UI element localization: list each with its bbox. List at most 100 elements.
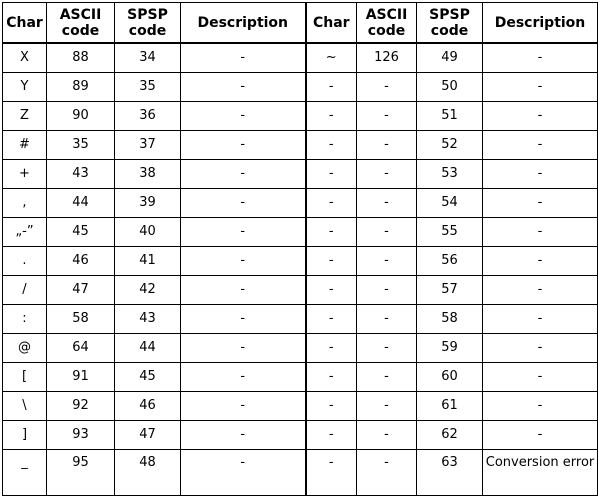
- cell-char: .: [2, 246, 47, 276]
- cell-description-2: -: [482, 362, 598, 392]
- cell-spsp-code-2: 54: [416, 188, 483, 218]
- cell-char-2: -: [305, 391, 357, 421]
- header-description-2: Description: [482, 2, 598, 44]
- cell-description-2: -: [482, 101, 598, 131]
- cell-char: „-”: [2, 217, 47, 247]
- cell-char: Z: [2, 101, 47, 131]
- table-row: [91 45- - -60-: [2, 362, 598, 392]
- cell-description-2: Conversion error: [482, 449, 598, 496]
- cell-description: -: [180, 449, 307, 496]
- cell-description: -: [180, 217, 307, 247]
- cell-spsp-code-2: 55: [416, 217, 483, 247]
- cell-description: -: [180, 246, 307, 276]
- cell-spsp-code: 47: [114, 420, 181, 450]
- table-row: Z 90 36- - -51-: [2, 101, 598, 131]
- cell-description-2: -: [482, 72, 598, 102]
- table-row: +43 38- - -53-: [2, 159, 598, 189]
- header-ascii-code: ASCII code: [46, 2, 115, 44]
- cell-char: +: [2, 159, 47, 189]
- cell-ascii-code: 45: [46, 217, 115, 247]
- table-row: _ 95 48- - -63 Conversion error: [2, 449, 598, 496]
- cell-char: :: [2, 304, 47, 334]
- cell-description-2: -: [482, 42, 598, 73]
- cell-ascii-code: 44: [46, 188, 115, 218]
- cell-description: -: [180, 159, 307, 189]
- cell-spsp-code-2: 53: [416, 159, 483, 189]
- cell-char: ,: [2, 188, 47, 218]
- cell-description-2: -: [482, 130, 598, 160]
- cell-spsp-code-2: 49: [416, 42, 483, 73]
- cell-spsp-code: 35: [114, 72, 181, 102]
- header-ascii-code-2: ASCII code: [356, 2, 417, 44]
- cell-char-2: -: [305, 362, 357, 392]
- cell-char: _: [2, 449, 47, 496]
- cell-char: Y: [2, 72, 47, 102]
- cell-spsp-code: 45: [114, 362, 181, 392]
- cell-ascii-code-2: -: [356, 101, 417, 131]
- cell-char: ]: [2, 420, 47, 450]
- cell-description-2: -: [482, 275, 598, 305]
- cell-ascii-code: 93: [46, 420, 115, 450]
- cell-ascii-code-2: -: [356, 449, 417, 496]
- cell-ascii-code: 89: [46, 72, 115, 102]
- table-row: ] 93 47- - -62-: [2, 420, 598, 450]
- cell-char-2: -: [305, 159, 357, 189]
- cell-spsp-code: 44: [114, 333, 181, 363]
- cell-ascii-code: 92: [46, 391, 115, 421]
- cell-char-2: -: [305, 449, 357, 496]
- table-row: , 44 39- - -54-: [2, 188, 598, 218]
- cell-description: -: [180, 362, 307, 392]
- cell-ascii-code: 46: [46, 246, 115, 276]
- cell-spsp-code: 41: [114, 246, 181, 276]
- header-spsp-code: SPSP code: [114, 2, 181, 44]
- cell-ascii-code-2: -: [356, 420, 417, 450]
- cell-ascii-code-2: -: [356, 72, 417, 102]
- cell-ascii-code-2: -: [356, 246, 417, 276]
- table-row: /47 42- - -57-: [2, 275, 598, 305]
- cell-ascii-code-2: -: [356, 130, 417, 160]
- header-char: Char: [2, 2, 47, 44]
- header-spsp-code-2: SPSP code: [416, 2, 483, 44]
- cell-spsp-code: 36: [114, 101, 181, 131]
- cell-ascii-code: 43: [46, 159, 115, 189]
- cell-spsp-code-2: 51: [416, 101, 483, 131]
- table-row: „-” 45 40- - -55-: [2, 217, 598, 247]
- cell-ascii-code-2: -: [356, 217, 417, 247]
- cell-spsp-code-2: 62: [416, 420, 483, 450]
- cell-char-2: -: [305, 420, 357, 450]
- cell-char: X: [2, 42, 47, 73]
- cell-description: -: [180, 391, 307, 421]
- cell-description-2: -: [482, 333, 598, 363]
- cell-char-2: ~: [305, 42, 357, 73]
- table-row: . 46 41- - -56-: [2, 246, 598, 276]
- cell-spsp-code-2: 59: [416, 333, 483, 363]
- cell-char-2: -: [305, 72, 357, 102]
- cell-ascii-code-2: -: [356, 159, 417, 189]
- cell-char-2: -: [305, 275, 357, 305]
- header-row: Char ASCII code SPSP code Description Ch…: [2, 2, 598, 44]
- cell-char-2: -: [305, 304, 357, 334]
- cell-ascii-code-2: -: [356, 275, 417, 305]
- cell-spsp-code: 37: [114, 130, 181, 160]
- cell-description-2: -: [482, 246, 598, 276]
- cell-spsp-code-2: 57: [416, 275, 483, 305]
- cell-description: -: [180, 101, 307, 131]
- cell-description: -: [180, 333, 307, 363]
- cell-description-2: -: [482, 217, 598, 247]
- cell-ascii-code: 58: [46, 304, 115, 334]
- cell-char: @: [2, 333, 47, 363]
- table-row: \ 92 46- - -61-: [2, 391, 598, 421]
- table-row: X 88 34- ~126 49-: [2, 42, 598, 73]
- header-description: Description: [180, 2, 307, 44]
- table-row: Y 89 35- - -50-: [2, 72, 598, 102]
- cell-char-2: -: [305, 101, 357, 131]
- cell-spsp-code: 46: [114, 391, 181, 421]
- cell-char-2: -: [305, 246, 357, 276]
- cell-spsp-code-2: 60: [416, 362, 483, 392]
- cell-ascii-code: 91: [46, 362, 115, 392]
- cell-char: \: [2, 391, 47, 421]
- cell-spsp-code: 38: [114, 159, 181, 189]
- cell-char: #: [2, 130, 47, 160]
- cell-ascii-code-2: -: [356, 333, 417, 363]
